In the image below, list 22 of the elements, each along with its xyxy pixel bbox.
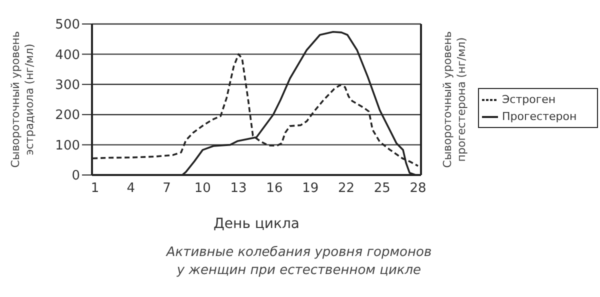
y-tick-label: 100 — [55, 138, 80, 154]
x-tick-label: 13 — [230, 181, 247, 196]
x-tick-label: 25 — [374, 181, 390, 196]
y-tick-label: 500 — [55, 18, 80, 33]
x-tick-label: 4 — [126, 181, 136, 196]
legend-label: Эстроген — [502, 93, 556, 106]
y2-axis-title: Сывороточный уровень прогестерона (нг/мл) — [441, 31, 468, 168]
legend-label: Прогестерон — [502, 110, 577, 123]
y-axis-title: Сывороточный уровень эстрадиола (нг/мл) — [9, 31, 36, 168]
y-tick-label: 0 — [72, 168, 80, 184]
x-tick-label: 16 — [266, 181, 283, 196]
x-tick-label: 1 — [90, 181, 100, 196]
x-tick-label: 28 — [410, 181, 426, 196]
y-tick-label: 200 — [55, 108, 80, 124]
x-tick-label: 7 — [162, 181, 171, 196]
x-tick-label: 10 — [194, 181, 211, 196]
x-tick-label: 22 — [338, 181, 354, 196]
y-tick-label: 400 — [55, 48, 80, 63]
x-tick-label: 19 — [302, 181, 319, 196]
x-axis-title: День цикла — [213, 216, 300, 232]
text: Активные колебания уровня гормонов у женщин при естественном цикле — [165, 244, 433, 280]
y-tick-label: 300 — [55, 78, 80, 94]
